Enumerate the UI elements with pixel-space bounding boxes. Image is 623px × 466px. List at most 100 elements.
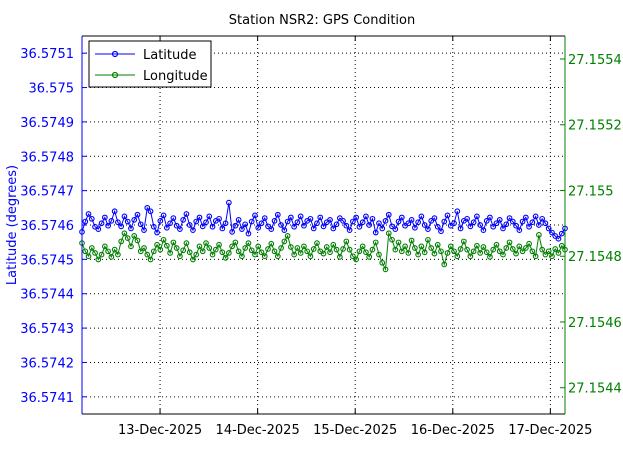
data-point-latitude [483, 218, 490, 224]
y-tick-label-right: 27.1546 [568, 316, 622, 331]
data-point-latitude [356, 223, 363, 230]
data-point-latitude [265, 223, 271, 230]
data-point-longitude [199, 248, 206, 255]
data-point-longitude [496, 248, 503, 255]
data-point-latitude [141, 227, 147, 233]
data-point-longitude [356, 248, 363, 255]
data-point-longitude [454, 253, 461, 260]
data-point-longitude [428, 245, 435, 251]
legend: Latitude Longitude [88, 40, 212, 88]
data-point-longitude [385, 230, 392, 237]
data-point-longitude [252, 251, 258, 258]
data-point-longitude [297, 250, 304, 256]
data-point-longitude [193, 251, 200, 258]
data-point-longitude [95, 256, 102, 263]
data-point-longitude [555, 250, 562, 256]
data-point-longitude [216, 241, 222, 248]
data-point-longitude [431, 250, 438, 257]
data-point-latitude [516, 227, 523, 233]
data-point-latitude [428, 218, 435, 224]
data-point-latitude [314, 220, 320, 227]
data-point-longitude [150, 248, 157, 255]
data-point-longitude [346, 246, 353, 253]
y-tick-label-left: 36.5751 [20, 47, 74, 62]
data-point-latitude [310, 225, 317, 232]
data-point-longitude [85, 253, 92, 260]
data-point-latitude [150, 223, 157, 230]
data-point-latitude [307, 215, 314, 222]
data-point-longitude [141, 245, 147, 251]
data-point-latitude [137, 221, 144, 228]
data-point-latitude [232, 222, 239, 229]
data-point-longitude [382, 266, 389, 273]
data-point-latitude [330, 225, 337, 232]
data-point-latitude [493, 220, 500, 227]
x-tick-label: 16-Dec-2025 [411, 423, 495, 438]
data-point-latitude [196, 214, 203, 221]
data-point-longitude [258, 249, 265, 256]
data-point-longitude [105, 248, 111, 255]
legend-longitude-label: Longitude [143, 69, 208, 84]
data-point-latitude [154, 229, 160, 236]
data-point-longitude [108, 254, 115, 260]
data-point-longitude [111, 246, 118, 253]
data-point-latitude [500, 225, 506, 232]
x-tick-label: 13-Dec-2025 [118, 423, 202, 438]
y-tick-label-left: 36.5746 [20, 219, 74, 234]
data-point-latitude [288, 214, 294, 221]
data-point-longitude [164, 242, 170, 249]
data-point-latitude [98, 220, 105, 227]
data-point-latitude [101, 214, 108, 221]
data-point-longitude [239, 253, 245, 260]
y-tick-label-right: 27.1548 [568, 250, 622, 265]
data-point-latitude [239, 226, 245, 232]
series-layer [79, 199, 568, 273]
data-point-longitude [327, 249, 333, 256]
data-point-longitude [447, 243, 454, 250]
data-point-latitude [170, 215, 177, 221]
data-point-latitude [333, 221, 340, 228]
data-point-latitude [412, 224, 418, 231]
data-point-longitude [235, 248, 242, 255]
data-point-longitude [467, 253, 474, 260]
data-point-longitude [261, 253, 268, 260]
data-point-latitude [183, 211, 190, 217]
data-point-latitude [144, 204, 151, 211]
chart-title: Station NSR2: GPS Condition [229, 13, 415, 28]
data-point-longitude [183, 240, 190, 246]
y-tick-label-left: 36.5744 [20, 288, 74, 303]
data-point-latitude [529, 219, 536, 226]
data-point-latitude [128, 225, 134, 232]
data-point-longitude [369, 246, 376, 253]
data-point-longitude [539, 246, 546, 253]
data-point-latitude [186, 222, 193, 228]
data-point-latitude [271, 218, 278, 224]
data-point-latitude [350, 218, 356, 225]
data-point-longitude [451, 248, 457, 255]
data-point-longitude [438, 248, 444, 255]
data-point-latitude [454, 208, 461, 215]
data-point-latitude [281, 227, 288, 233]
data-point-longitude [265, 246, 271, 252]
data-point-latitude [519, 218, 526, 225]
data-point-latitude [173, 222, 180, 229]
data-point-latitude [82, 218, 89, 225]
data-point-longitude [389, 236, 395, 243]
y-tick-label-right: 27.155 [568, 184, 614, 199]
data-point-longitude [186, 249, 193, 256]
data-point-longitude [421, 249, 428, 256]
data-point-latitude [193, 218, 200, 225]
data-point-longitude [291, 251, 297, 258]
data-point-longitude [167, 250, 173, 256]
axes: 13-Dec-2025 14-Dec-2025 15-Dec-2025 16-Dec-… [20, 35, 622, 438]
data-point-latitude [248, 218, 255, 225]
data-point-longitude [323, 244, 330, 250]
data-point-longitude [366, 254, 373, 260]
data-point-latitude [327, 217, 333, 223]
data-point-longitude [203, 240, 209, 246]
data-point-longitude [333, 246, 340, 253]
data-point-longitude [500, 251, 506, 258]
data-point-latitude [434, 223, 441, 230]
data-point-longitude [441, 261, 448, 268]
data-point-latitude [177, 226, 183, 232]
